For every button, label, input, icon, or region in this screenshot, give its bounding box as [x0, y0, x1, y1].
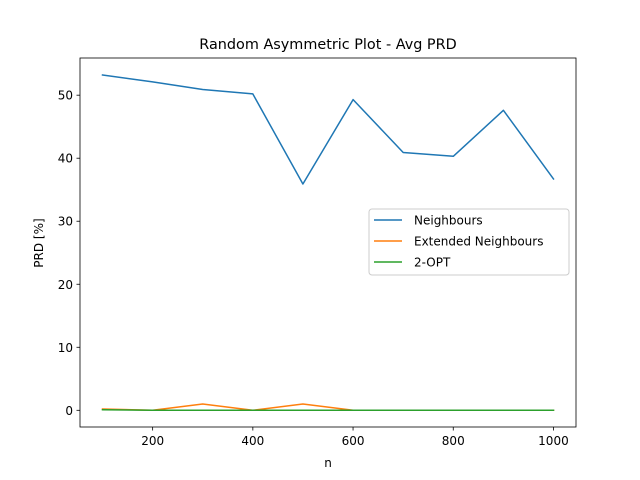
y-tick-label: 0: [65, 404, 73, 418]
x-tick-label: 400: [241, 434, 264, 448]
x-tick-label: 200: [141, 434, 164, 448]
series-line-1: [101, 403, 555, 412]
plot-frame: [79, 57, 577, 428]
y-axis-label: PRD [%]: [32, 218, 46, 267]
chart-title: Random Asymmetric Plot - Avg PRD: [199, 37, 456, 53]
x-tick-label: 800: [442, 434, 465, 448]
plot-area: [101, 74, 555, 412]
legend: Neighbours Extended Neighbours 2-OPT: [368, 208, 570, 276]
series-line-2: [101, 408, 555, 412]
axes: 200 400 600 800 1000 0 10 20 30 40 50: [58, 57, 577, 448]
y-tick-label: 10: [58, 341, 73, 355]
series-line-0: [101, 74, 555, 185]
y-tick-label: 40: [58, 152, 73, 166]
legend-label-2: 2-OPT: [414, 256, 451, 270]
legend-label-0: Neighbours: [414, 214, 483, 228]
y-tick-label: 30: [58, 215, 73, 229]
x-tick-label: 1000: [538, 434, 569, 448]
x-axis-label: n: [324, 456, 332, 470]
y-tick-label: 50: [58, 89, 73, 103]
x-tick-label: 600: [342, 434, 365, 448]
legend-box: [368, 208, 570, 276]
legend-label-1: Extended Neighbours: [414, 235, 543, 249]
y-tick-label: 20: [58, 278, 73, 292]
